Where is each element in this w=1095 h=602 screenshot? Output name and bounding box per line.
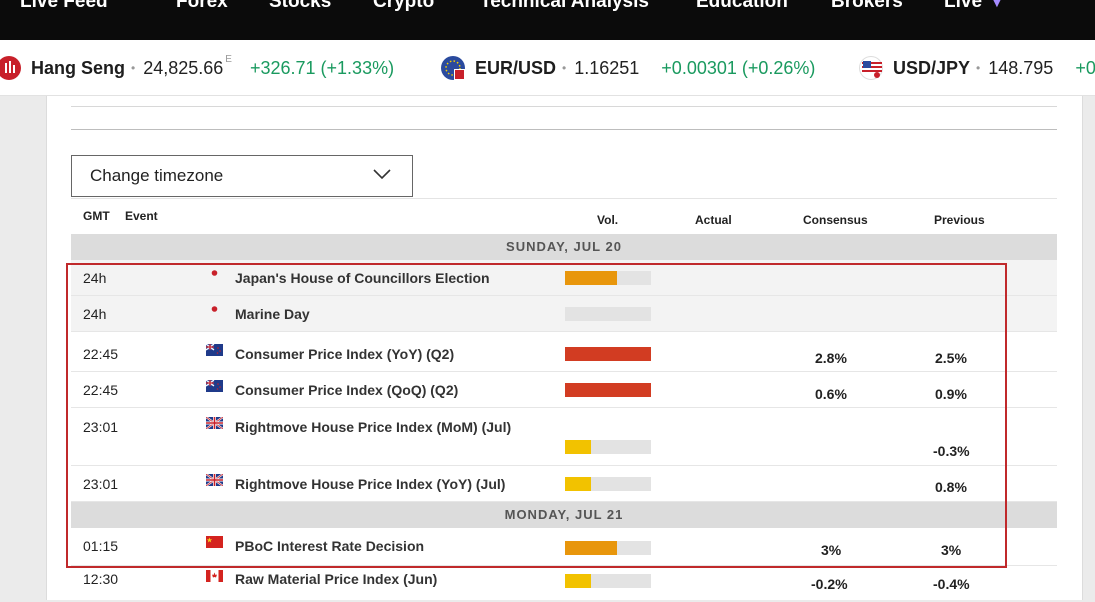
chevron-down-icon[interactable]: ▼: [990, 0, 1004, 10]
col-consensus: Consensus: [803, 213, 868, 227]
ticker-item-usd-jpy[interactable]: USD/JPY • 148.795 +0: [859, 40, 1095, 95]
event-name[interactable]: Rightmove House Price Index (YoY) (Jul): [235, 476, 506, 492]
consensus-value: 3%: [821, 542, 842, 558]
event-time: 01:15: [83, 538, 119, 554]
ticker-change: +326.71 (+1.33%): [249, 57, 395, 78]
nav-technical-analysis[interactable]: Technical Analysis: [480, 0, 649, 12]
canada-flag-icon: [206, 570, 223, 582]
event-name[interactable]: Raw Material Price Index (Jun): [235, 571, 438, 587]
volatility-bar: [565, 477, 651, 491]
ticker-value: 24,825.66: [143, 57, 224, 78]
event-time: 22:45: [83, 382, 119, 398]
ticker-symbol: Hang Seng: [31, 57, 126, 78]
event-time: 12:30: [83, 571, 119, 587]
volatility-bar: [565, 383, 651, 397]
new-zealand-flag-icon: [206, 344, 223, 356]
market-ticker: Hang Seng • 24,825.66 E +326.71 (+1.33%)…: [0, 40, 1095, 96]
hang-seng-icon: [0, 56, 21, 80]
day-header: MONDAY, JUL 21: [71, 502, 1057, 528]
previous-value: -0.3%: [933, 443, 970, 459]
timezone-select[interactable]: Change timezone: [71, 155, 413, 197]
china-flag-icon: [206, 536, 223, 548]
volatility-bar: [565, 347, 651, 361]
nav-education[interactable]: Education: [696, 0, 788, 12]
event-time: 23:01: [83, 476, 119, 492]
volatility-bar: [565, 271, 651, 285]
ticker-symbol: USD/JPY: [893, 57, 971, 78]
japan-flag-icon: [211, 306, 218, 312]
ticker-change: +0.00301 (+0.26%): [661, 57, 816, 78]
col-event: Event: [125, 209, 158, 223]
usd-jpy-icon: [859, 56, 883, 80]
calendar-header: GMT Event Vol. Actual Consensus Previous: [71, 198, 1057, 232]
ticker-sup: E: [225, 54, 232, 65]
calendar-panel: Change timezone GMT Event Vol. Actual Co…: [46, 96, 1083, 600]
ticker-item-hang-seng[interactable]: Hang Seng • 24,825.66 E +326.71 (+1.33%): [0, 40, 395, 95]
table-row[interactable]: 24h Japan's House of Councillors Electio…: [71, 260, 1057, 296]
event-name[interactable]: Marine Day: [235, 306, 310, 322]
volatility-bar: [565, 307, 651, 321]
day-header: SUNDAY, JUL 20: [71, 234, 1057, 260]
table-row[interactable]: 22:45 Consumer Price Index (YoY) (Q2) 2.…: [71, 336, 1057, 372]
divider: [71, 129, 1057, 130]
eur-usd-icon: [441, 56, 465, 80]
united-kingdom-flag-icon: [206, 474, 223, 486]
event-name[interactable]: Rightmove House Price Index (MoM) (Jul): [235, 419, 512, 435]
united-kingdom-flag-icon: [206, 417, 223, 429]
table-row[interactable]: 12:30 Raw Material Price Index (Jun) -0.…: [71, 566, 1057, 602]
table-row[interactable]: 24h Marine Day: [71, 296, 1057, 332]
chevron-down-icon: [373, 169, 391, 180]
previous-value: 0.8%: [935, 479, 967, 495]
previous-value: 0.9%: [935, 386, 967, 402]
nav-crypto[interactable]: Crypto: [373, 0, 435, 12]
event-name[interactable]: Japan's House of Councillors Election: [235, 270, 490, 286]
event-time: 24h: [83, 270, 107, 286]
ticker-symbol: EUR/USD: [475, 57, 557, 78]
previous-value: 2.5%: [935, 350, 967, 366]
nav-forex[interactable]: Forex: [176, 0, 228, 12]
consensus-value: -0.2%: [811, 576, 848, 592]
nav-brokers[interactable]: Brokers: [831, 0, 903, 12]
nav-live[interactable]: Live: [944, 0, 983, 12]
volatility-bar: [565, 541, 651, 555]
table-row[interactable]: 23:01 Rightmove House Price Index (YoY) …: [71, 466, 1057, 502]
nav-stocks[interactable]: Stocks: [269, 0, 332, 12]
event-name[interactable]: Consumer Price Index (YoY) (Q2): [235, 346, 455, 362]
col-gmt: GMT: [83, 209, 110, 223]
ticker-change: +0: [1075, 57, 1095, 78]
timezone-label: Change timezone: [90, 166, 224, 185]
divider: [71, 106, 1057, 107]
event-time: 24h: [83, 306, 107, 322]
japan-flag-icon: [211, 270, 218, 276]
consensus-value: 0.6%: [815, 386, 847, 402]
consensus-value: 2.8%: [815, 350, 847, 366]
col-actual: Actual: [695, 213, 732, 227]
previous-value: -0.4%: [933, 576, 970, 592]
table-row[interactable]: 22:45 Consumer Price Index (QoQ) (Q2) 0.…: [71, 372, 1057, 408]
ticker-value: 148.795: [988, 57, 1054, 78]
new-zealand-flag-icon: [206, 380, 223, 392]
volatility-bar: [565, 574, 651, 588]
event-time: 22:45: [83, 346, 119, 362]
ticker-value: 1.16251: [574, 57, 640, 78]
top-nav: Live Feed Forex Stocks Crypto Technical …: [0, 0, 1095, 40]
col-previous: Previous: [934, 213, 985, 227]
col-vol: Vol.: [597, 213, 619, 227]
table-row[interactable]: 23:01 Rightmove House Price Index (MoM) …: [71, 408, 1057, 466]
event-time: 23:01: [83, 419, 119, 435]
volatility-bar: [565, 440, 651, 454]
nav-live-feed[interactable]: Live Feed: [20, 0, 108, 12]
event-name[interactable]: PBoC Interest Rate Decision: [235, 538, 425, 554]
ticker-item-eur-usd[interactable]: EUR/USD • 1.16251 +0.00301 (+0.26%): [441, 40, 816, 95]
table-row[interactable]: 01:15 PBoC Interest Rate Decision 3% 3%: [71, 528, 1057, 566]
event-name[interactable]: Consumer Price Index (QoQ) (Q2): [235, 382, 459, 398]
previous-value: 3%: [941, 542, 962, 558]
